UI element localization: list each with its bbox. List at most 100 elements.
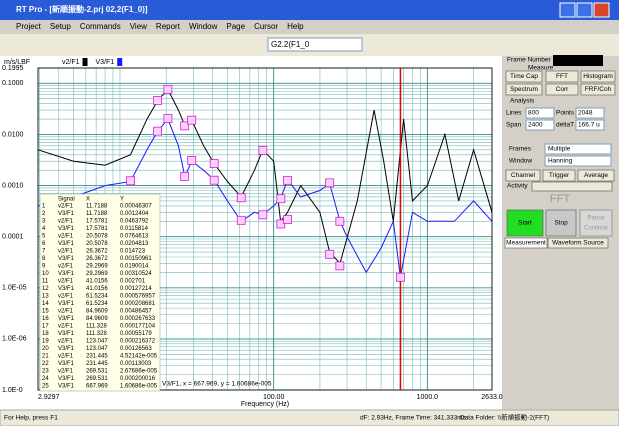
table-cell: 12 xyxy=(42,286,49,292)
table-cell: v2/F1 xyxy=(58,339,74,345)
table-cell: V3/F1 xyxy=(58,301,75,307)
measure-button[interactable] xyxy=(545,83,579,96)
table-cell: 0.0190014 xyxy=(120,264,149,270)
table-cell: 111.328 xyxy=(86,331,107,337)
action-button[interactable] xyxy=(542,169,576,182)
measure-button-label: Histogram xyxy=(583,73,613,80)
table-cell: v2/F1 xyxy=(58,369,74,375)
measure-button[interactable] xyxy=(545,70,579,83)
measure-button-label: Spectrum xyxy=(510,86,538,93)
table-cell: 0.00046307 xyxy=(120,204,152,210)
window-title: RT Pro - [新順振動-2.prj 02,2(F1_0)] xyxy=(16,4,148,14)
stop-button-label: Stop xyxy=(554,220,568,227)
field-value: 2400 xyxy=(528,122,543,129)
table-cell: v2/F1 xyxy=(58,324,74,330)
table-cell: 111.328 xyxy=(86,324,107,330)
table-cell: 5 xyxy=(42,234,46,240)
cursor-marker xyxy=(163,114,173,123)
tab[interactable] xyxy=(504,237,548,249)
table-cell: 0.00127214 xyxy=(120,286,152,292)
table-cell: v2/F1 xyxy=(58,354,74,360)
field-box[interactable] xyxy=(575,107,605,119)
select-box[interactable] xyxy=(544,143,612,155)
table-cell: 41.0156 xyxy=(86,279,108,285)
table-cell: 17 xyxy=(42,324,49,330)
table-cell: 0.00055179 xyxy=(120,331,152,337)
menu-item[interactable]: View xyxy=(130,22,147,31)
toolbar-combo[interactable] xyxy=(267,37,363,52)
measure-button[interactable] xyxy=(505,70,543,83)
table-cell: 25 xyxy=(42,384,49,390)
select-box[interactable] xyxy=(544,155,612,167)
table-cell: 123.047 xyxy=(86,346,108,352)
table-cell: 0.00150961 xyxy=(120,256,152,262)
table-cell: 20.5078 xyxy=(86,234,108,240)
measure-button[interactable] xyxy=(505,83,543,96)
table-cell: v2/F1 xyxy=(58,204,74,210)
menu-item[interactable]: Project xyxy=(16,22,42,31)
table-cell: 23 xyxy=(42,369,49,375)
maximize-button[interactable] xyxy=(576,2,593,18)
field-label: Span xyxy=(506,122,522,129)
start-button-label: Start xyxy=(518,220,532,227)
select-value: Multiple xyxy=(548,146,571,153)
status-text: For Help, press F1 xyxy=(4,415,58,422)
cursor-marker xyxy=(335,261,345,271)
stop-button[interactable] xyxy=(545,209,577,237)
field-box[interactable] xyxy=(575,119,605,131)
y-tick-label: 0.1995 xyxy=(2,65,24,72)
cursor-marker xyxy=(258,210,268,220)
cursor-readout: V3/F1, x = 667.969, y = 1.60686e-005 xyxy=(162,381,272,388)
menu-item[interactable]: Setup xyxy=(50,22,71,31)
frame-number-box xyxy=(553,55,603,66)
table-cell: V3/F1 xyxy=(58,256,75,262)
cursor-marker xyxy=(335,216,345,226)
field-box[interactable] xyxy=(525,107,555,119)
action-button[interactable] xyxy=(505,169,541,182)
minimize-button[interactable] xyxy=(559,2,576,18)
x-tick-label: 1000.0 xyxy=(417,394,439,401)
activity-value: FFT xyxy=(550,193,570,205)
table-cell: 84.9609 xyxy=(86,316,108,322)
cursor-marker xyxy=(209,175,219,185)
measure-button[interactable] xyxy=(580,70,616,83)
measure-label: Measure xyxy=(528,65,554,72)
table-cell: 18 xyxy=(42,331,49,337)
table-cell: 20 xyxy=(42,346,49,352)
y-tick-label: 1.0E-05 xyxy=(2,285,27,292)
table-cell: 1 xyxy=(42,204,46,210)
select-label: Window xyxy=(509,158,532,165)
field-box[interactable] xyxy=(525,119,555,131)
table-cell: 2 xyxy=(42,211,46,217)
cursor-marker xyxy=(325,249,335,259)
menu-item[interactable]: Window xyxy=(189,22,218,31)
table-cell: V3/F1 xyxy=(58,376,75,382)
table-cell: 0.014723 xyxy=(120,249,146,255)
action-button[interactable] xyxy=(577,169,615,182)
table-cell: 4 xyxy=(42,226,46,232)
close-button[interactable] xyxy=(593,2,610,18)
table-header: Y xyxy=(120,197,124,203)
field-value: 2048 xyxy=(578,110,593,117)
cursor-marker xyxy=(236,215,246,225)
tab[interactable] xyxy=(547,237,609,249)
menu-item[interactable]: Commands xyxy=(80,22,121,31)
field-label: Points xyxy=(556,110,575,117)
start-button[interactable] xyxy=(506,209,544,237)
x-axis-label: Frequency (Hz) xyxy=(241,401,289,408)
field-label: deltaT xyxy=(556,122,574,129)
cursor-marker xyxy=(180,172,190,181)
menu-item[interactable]: Cursor xyxy=(254,22,278,31)
menu-item[interactable]: Report xyxy=(156,22,181,31)
cursor-marker xyxy=(276,194,286,204)
action-button-label: Average xyxy=(584,172,608,179)
table-cell: v2/F1 xyxy=(58,279,74,285)
pause-button[interactable] xyxy=(579,209,613,237)
measure-button[interactable] xyxy=(580,83,616,96)
status-text: dF: 2.93Hz, Frame Time: 341.333ms xyxy=(360,415,467,422)
menu-item[interactable]: Help xyxy=(287,22,304,31)
y-tick-label: 0.1000 xyxy=(2,80,24,87)
activity-label: Activity xyxy=(507,183,528,190)
menu-item[interactable]: Page xyxy=(226,22,245,31)
status-bar xyxy=(0,409,619,426)
